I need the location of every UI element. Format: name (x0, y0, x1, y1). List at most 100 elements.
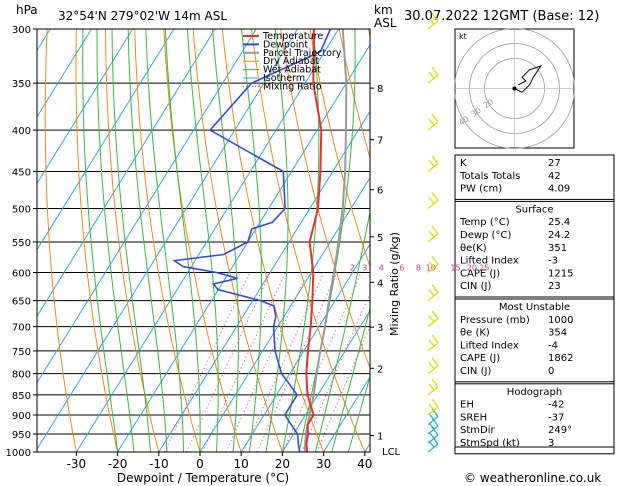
location-title: 32°54'N 279°02'W 14m ASL (58, 9, 227, 23)
table-row-label: CIN (J) (460, 366, 491, 377)
wind-barb-flag (428, 71, 435, 79)
mixing-ratio-label: 6 (399, 264, 404, 273)
temperature-tick-label: 20 (275, 457, 290, 471)
wind-barb-staff (427, 342, 439, 352)
wind-barb-flag (428, 315, 435, 323)
wind-barb-staff (427, 74, 439, 84)
wet-adiabat-line (127, 29, 168, 452)
wind-barb-staff (427, 162, 439, 172)
dry-adiabat-line (75, 29, 119, 452)
wind-barb-flag (428, 289, 435, 297)
dry-adiabat-line (309, 29, 370, 268)
table-row-value: 23 (548, 281, 561, 292)
pressure-tick-label: 450 (12, 167, 31, 178)
wind-barb-staff (427, 386, 439, 396)
table-row-label: CAPE (J) (460, 268, 500, 279)
wind-barb-flag (428, 339, 435, 347)
table-row-label: StmDir (460, 425, 495, 436)
temperature-tick-label: 30 (316, 457, 331, 471)
wind-barb-flag (428, 413, 435, 421)
tables-outer-frame (454, 154, 615, 448)
temperature-tick-label: -30 (67, 457, 87, 471)
isotherm-line (240, 243, 370, 452)
wind-barb-flag (431, 408, 439, 417)
temperature-tick-label: 10 (234, 457, 249, 471)
wet-adiabat-line (164, 29, 201, 452)
table-row-label: Temp (°C) (459, 217, 510, 228)
table-row-label: Lifted Index (460, 340, 519, 351)
wind-barb-flag (431, 66, 439, 76)
wind-barb-flag (431, 256, 439, 265)
legend-label-wet_adiabat: Wet Adiabat (263, 65, 321, 76)
wind-barb-staff (427, 365, 439, 375)
wind-barb-flag (431, 284, 439, 294)
table-row-value: -4 (548, 340, 558, 351)
table-row-value: 1862 (548, 353, 573, 364)
wet-adiabat-line (96, 29, 135, 452)
table-row-value: 42 (548, 171, 561, 182)
table-row-label: θe (K) (460, 328, 490, 339)
isotherm-line (281, 309, 370, 452)
wind-barb-flag (431, 12, 439, 22)
wind-barb-flag (431, 155, 439, 164)
mixing-ratio-line (164, 272, 251, 452)
pressure-tick-label: 500 (12, 204, 31, 215)
isotherm-line (323, 376, 370, 452)
temperature-line (305, 29, 323, 452)
wind-barb-staff (427, 406, 439, 416)
table-row-value: 351 (548, 243, 567, 254)
table-row-label: Pressure (mb) (460, 315, 530, 326)
credit-text: © weatheronline.co.uk (464, 471, 601, 485)
altitude-tick-label: 6 (377, 186, 383, 197)
table-row-value: 24.2 (548, 230, 570, 241)
asl-header-label: ASL (374, 16, 397, 30)
hodograph-origin (512, 86, 517, 91)
table-title: Hodograph (507, 387, 562, 398)
mixing-ratio-axis-label: Mixing Ratio (g/kg) (388, 232, 401, 336)
wet-adiabat-line (265, 29, 289, 452)
wind-barbs (427, 12, 439, 453)
mixing-ratio-label: 2 (350, 264, 355, 273)
table-title: Most Unstable (499, 302, 570, 313)
wind-barb-staff (427, 199, 439, 209)
datetime-title: 30.07.2022 12GMT (Base: 12) (404, 9, 599, 24)
wind-barb-staff (427, 434, 439, 444)
mixing-ratio-line (202, 272, 286, 452)
km-header-label: km (374, 3, 393, 17)
table-row-label: SREH (460, 412, 487, 423)
isotherm-line (37, 29, 298, 451)
dry-adiabat-line (338, 29, 370, 160)
wet-adiabat-line (281, 29, 320, 452)
isotherm-line (37, 29, 92, 118)
table-box (454, 383, 615, 455)
wind-barb-flag (431, 357, 439, 366)
table-row-value: -3 (548, 256, 558, 267)
wet-adiabat-line (111, 29, 152, 452)
wind-barb-flag (431, 192, 439, 201)
mixing-ratio-line (225, 272, 309, 452)
table-row-value: -37 (548, 412, 564, 423)
wind-barb-staff (427, 443, 439, 453)
isotherm-line (37, 29, 134, 185)
legend-label-temperature: Temperature (262, 31, 323, 42)
mixing-ratio-label: 4 (379, 264, 384, 273)
wind-barb-staff (427, 121, 439, 131)
mixing-ratio-label: 3 (362, 264, 367, 273)
pressure-tick-label: 350 (12, 79, 31, 90)
pressure-tick-label: 300 (12, 25, 31, 36)
wind-barb-flag (431, 378, 439, 388)
wind-barb-staff (427, 318, 439, 328)
mixing-ratio-label: 25 (479, 264, 489, 273)
wind-barb-staff (427, 233, 439, 243)
wind-barb-staff (427, 416, 439, 426)
pressure-tick-label: 900 (12, 411, 31, 422)
table-row-label: θe(K) (460, 243, 487, 254)
altitude-tick-label: 3 (377, 323, 383, 334)
legend-label-dewpoint: Dewpoint (263, 39, 308, 50)
pressure-tick-label: 600 (12, 269, 31, 280)
mixing-ratio-label: 20 (467, 264, 477, 273)
altitude-tick-label: 2 (377, 364, 383, 375)
mixing-ratio-label: 8 (416, 264, 421, 273)
wind-barb-flag (428, 230, 435, 238)
legend-label-parcel: Parcel Trajectory (263, 48, 342, 59)
